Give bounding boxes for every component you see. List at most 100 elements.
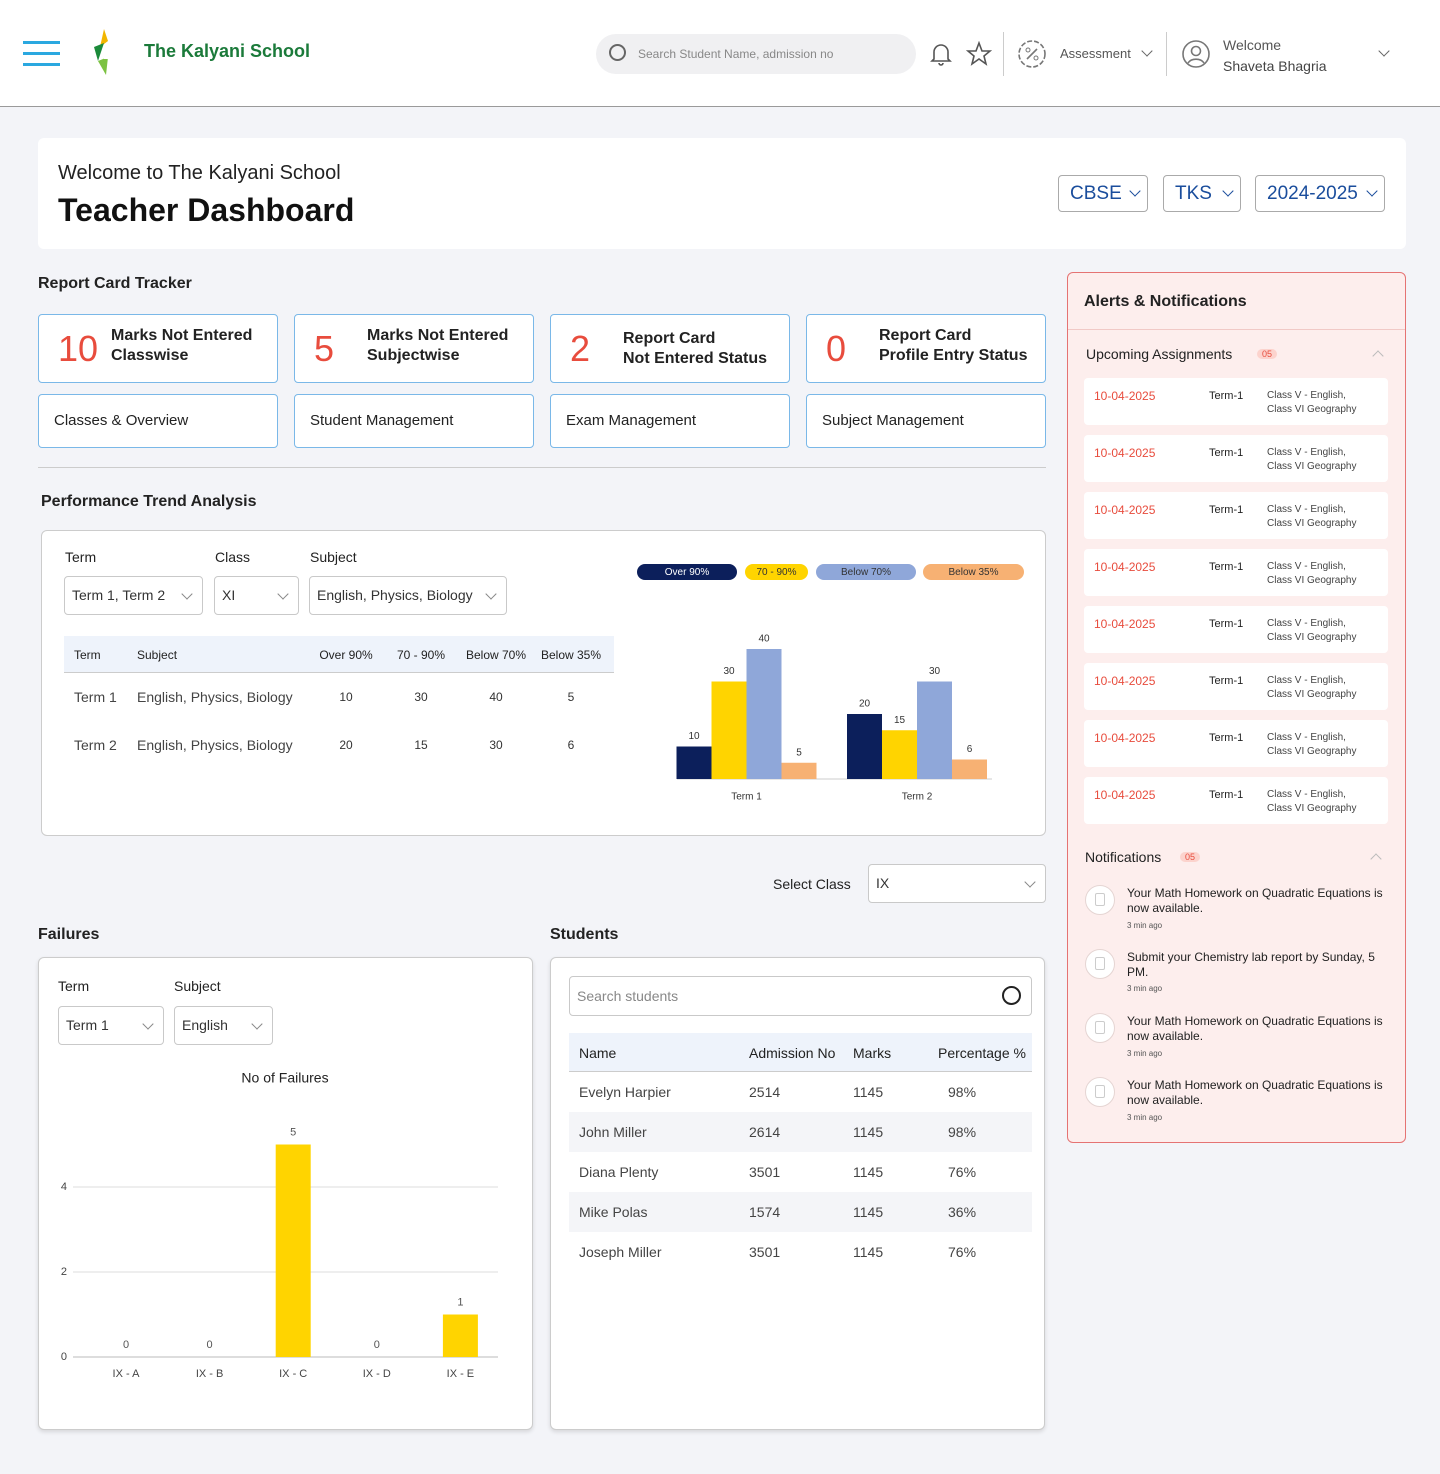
nav-card[interactable] — [806, 394, 1046, 448]
table-header-cell: Subject — [137, 647, 178, 662]
assignment-class: Class VI Geography — [1267, 689, 1357, 700]
card-label: Report Card — [623, 330, 716, 348]
dropdown-value: Term 1, Term 2 — [72, 587, 166, 604]
dropdown[interactable] — [64, 576, 203, 615]
section-title: Failures — [38, 926, 100, 944]
table-header-cell: Below 35% — [540, 647, 602, 662]
tracker-card[interactable] — [550, 314, 790, 383]
table-header-cell: Over 90% — [319, 647, 373, 662]
table-cell: 30 — [489, 737, 503, 752]
divider — [1003, 32, 1004, 76]
user-icon — [1182, 40, 1210, 68]
assignment-item[interactable] — [1084, 720, 1388, 767]
selector-value: 2024-2025 — [1267, 182, 1358, 204]
section-title: Performance Trend Analysis — [41, 493, 257, 511]
assignment-class: Class VI Geography — [1267, 575, 1357, 586]
dropdown[interactable] — [309, 576, 507, 615]
table-cell: 1145 — [853, 1203, 884, 1220]
assignment-class: Class V - English, — [1267, 789, 1346, 800]
module-name: Assessment — [1060, 46, 1131, 62]
card-label: Marks Not Entered — [367, 327, 509, 345]
notification-text[interactable]: Your Math Homework on Quadratic Equation… — [1127, 1014, 1383, 1043]
tracker-card[interactable] — [38, 314, 278, 383]
card-count: 2 — [570, 328, 591, 370]
assignment-class: Class VI Geography — [1267, 404, 1357, 415]
assignment-date: 10-04-2025 — [1094, 559, 1156, 574]
group-title: Notifications — [1085, 848, 1162, 865]
assignment-class: Class VI Geography — [1267, 461, 1357, 472]
nav-label: Subject Management — [822, 412, 964, 429]
search-icon — [609, 44, 626, 61]
selector[interactable] — [1255, 175, 1385, 212]
selector[interactable] — [1058, 175, 1148, 212]
group-title: Upcoming Assignments — [1086, 345, 1233, 362]
dropdown-value: English — [182, 1017, 228, 1034]
table-cell: 20 — [339, 737, 353, 752]
search-placeholder: Search students — [577, 987, 679, 1004]
assignment-item[interactable] — [1084, 492, 1388, 539]
table-cell: 1145 — [853, 1083, 884, 1100]
table-cell: 5 — [567, 689, 575, 704]
table-cell: 3501 — [749, 1243, 781, 1260]
table-header-cell: Name — [579, 1044, 617, 1061]
table-cell: 15 — [414, 737, 428, 752]
filter-label: Term — [65, 548, 97, 565]
assignment-class: Class V - English, — [1267, 504, 1346, 515]
tracker-card[interactable] — [294, 314, 534, 383]
notification-text[interactable]: Submit your Chemistry lab report by Sund… — [1127, 950, 1375, 979]
search-placeholder: Search Student Name, admission no — [638, 46, 834, 61]
assignment-term: Term-1 — [1209, 789, 1244, 802]
table-cell: 10 — [339, 689, 353, 704]
notification-text[interactable]: Your Math Homework on Quadratic Equation… — [1127, 886, 1383, 915]
dropdown[interactable] — [58, 1006, 164, 1045]
assignment-term: Term-1 — [1209, 618, 1244, 631]
card-label: Report Card — [879, 327, 972, 345]
assignment-item[interactable] — [1084, 606, 1388, 653]
alerts-title: Alerts & Notifications — [1084, 293, 1247, 311]
section-divider — [38, 467, 1046, 468]
assignment-item[interactable] — [1084, 549, 1388, 596]
notification-icon — [1085, 885, 1115, 915]
card-count: 0 — [826, 328, 847, 370]
table-header-cell: Admission No — [749, 1044, 836, 1061]
star-icon[interactable] — [966, 41, 992, 67]
assignment-item[interactable] — [1084, 378, 1388, 425]
table-cell: Evelyn Harpier — [579, 1083, 671, 1100]
menu-button[interactable] — [22, 40, 62, 68]
dropdown[interactable] — [214, 576, 299, 615]
selector-value: TKS — [1175, 182, 1212, 204]
card-label: Classwise — [111, 347, 189, 365]
nav-card[interactable] — [294, 394, 534, 448]
assignment-item[interactable] — [1084, 663, 1388, 710]
assignment-item[interactable] — [1084, 777, 1388, 824]
assignment-date: 10-04-2025 — [1094, 730, 1156, 745]
notification-time: 3 min ago — [1127, 921, 1163, 931]
assignment-item[interactable] — [1084, 435, 1388, 482]
table-header-cell: 70 - 90% — [396, 647, 446, 662]
bell-icon[interactable] — [929, 41, 953, 67]
notification-icon — [1085, 1013, 1115, 1043]
assessment-icon — [1018, 40, 1046, 68]
notification-icon — [1085, 949, 1115, 979]
table-cell: 6 — [567, 737, 575, 752]
nav-card[interactable] — [38, 394, 278, 448]
assignment-date: 10-04-2025 — [1094, 388, 1156, 403]
student-search[interactable] — [569, 976, 1032, 1016]
notification-text[interactable]: Your Math Homework on Quadratic Equation… — [1127, 1078, 1383, 1107]
dropdown[interactable] — [174, 1006, 273, 1045]
assignment-class: Class V - English, — [1267, 732, 1346, 743]
selector[interactable] — [1163, 175, 1241, 212]
filter-label: Class — [215, 548, 251, 565]
count-badge: 05 — [1257, 348, 1278, 360]
card-count: 5 — [314, 328, 335, 370]
assignment-class: Class V - English, — [1267, 561, 1346, 572]
tracker-card[interactable] — [806, 314, 1046, 383]
table-cell: 98% — [948, 1083, 977, 1100]
card-label: Not Entered Status — [623, 350, 768, 368]
search-bar[interactable] — [596, 34, 916, 74]
notification-icon-glyph — [1095, 893, 1105, 906]
nav-card[interactable] — [550, 394, 790, 448]
dropdown[interactable] — [868, 864, 1046, 903]
table-cell: 1145 — [853, 1163, 884, 1180]
